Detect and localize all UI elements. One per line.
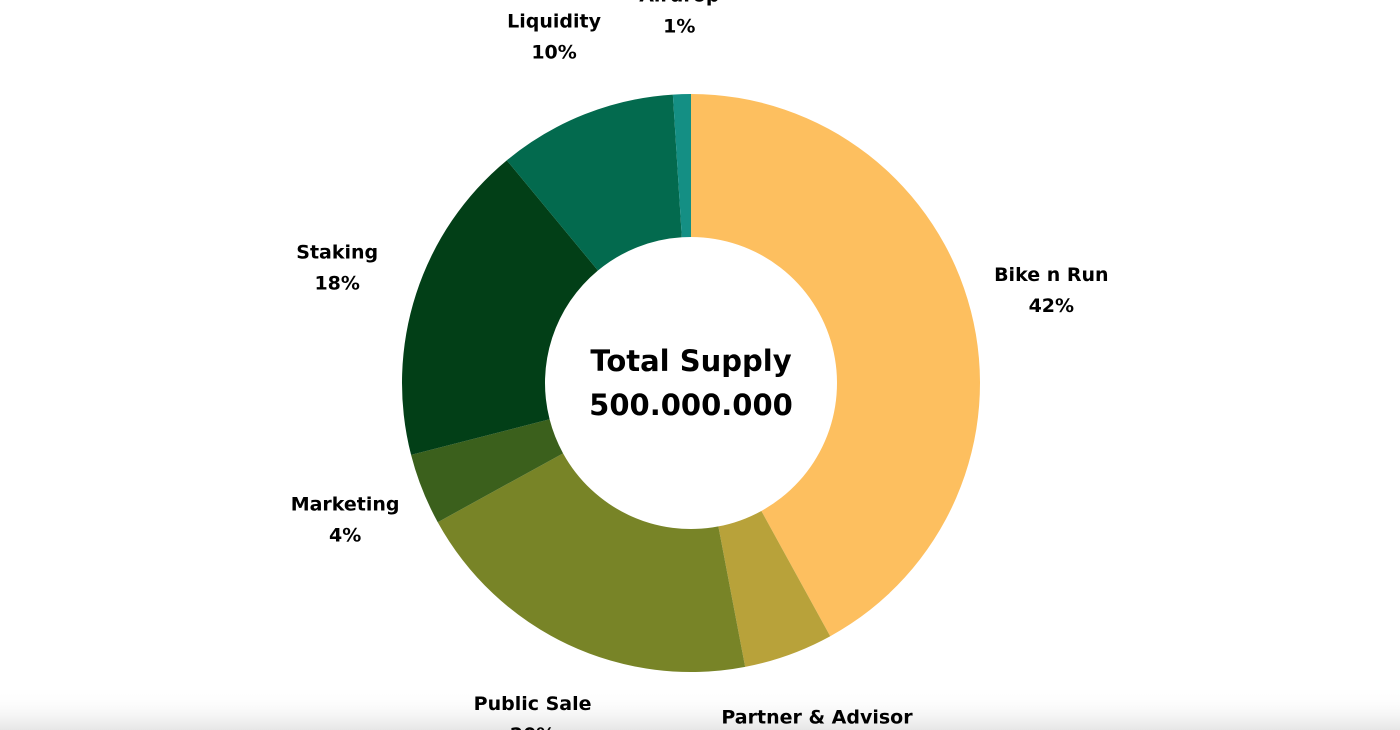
center-title: Total Supply xyxy=(590,344,791,378)
slice-label: Staking xyxy=(296,242,378,264)
slice xyxy=(437,453,746,673)
slice-label: Marketing xyxy=(291,493,400,515)
slice xyxy=(506,94,682,271)
slice-value-label: 20% xyxy=(510,724,555,730)
slice-value-label: 18% xyxy=(314,273,359,295)
slice-value-label: 1% xyxy=(663,16,695,38)
slice-value-label: 42% xyxy=(1029,295,1074,317)
slice xyxy=(718,510,831,667)
slice-value-label: 4% xyxy=(329,524,361,546)
slice xyxy=(411,419,564,523)
slice-label: Liquidity xyxy=(507,11,601,33)
bottom-shade xyxy=(0,690,1400,730)
slice-label: Public Sale xyxy=(474,693,592,715)
slice xyxy=(402,160,598,455)
slice xyxy=(672,94,691,238)
slice-label: Airdrop xyxy=(639,0,719,7)
slice-value-label: 10% xyxy=(531,42,576,64)
slice-label: Bike n Run xyxy=(994,264,1108,286)
slices xyxy=(402,94,980,673)
center-value: 500.000.000 xyxy=(589,388,793,422)
slice-label: Partner & Advisor xyxy=(721,707,913,729)
slice xyxy=(691,94,980,637)
